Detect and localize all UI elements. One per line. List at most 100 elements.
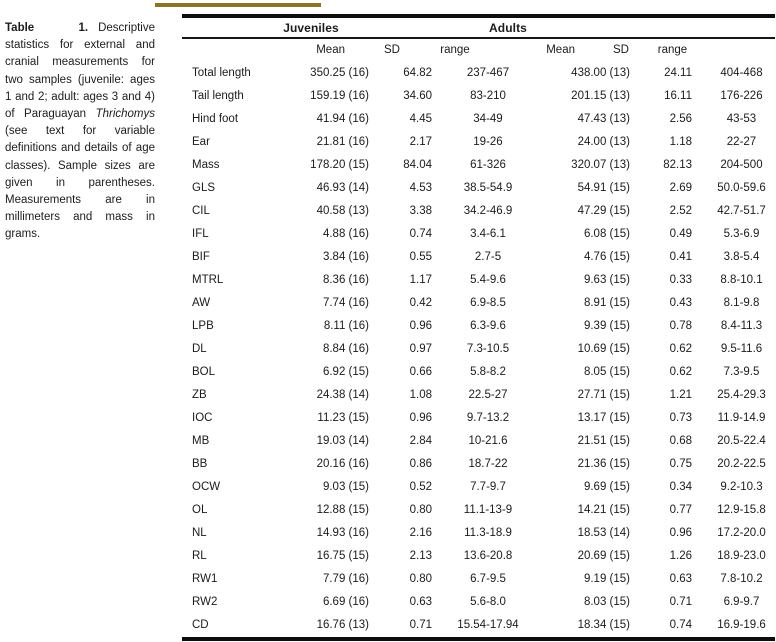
cell-juv-mean: 9.03 (15) xyxy=(322,481,369,493)
cell-adult-range: 7.3-9.5 xyxy=(723,366,760,378)
cell-juv-sd: 0.86 xyxy=(409,458,432,470)
cell-adult-range: 11.9-14.9 xyxy=(717,412,766,424)
cell-adult-mean: 10.69 (15) xyxy=(577,343,630,355)
cell-juv-mean: 8.84 (16) xyxy=(322,343,369,355)
cell-juv-sd: 4.53 xyxy=(409,182,432,194)
cell-juv-range: 7.3-10.5 xyxy=(466,343,510,355)
cell-adult-sd: 16.11 xyxy=(664,90,692,102)
table-row: Ear 21.81 (16) 2.17 19-26 24.00 (13) 1.18 22-2… xyxy=(182,131,775,154)
cell-juv-mean: 11.23 (15) xyxy=(317,412,369,424)
cell-juv-mean: 16.76 (13) xyxy=(316,619,369,631)
row-label: BOL xyxy=(192,366,216,378)
row-label: OCW xyxy=(192,481,221,493)
cell-juv-mean: 178.20 (15) xyxy=(310,159,369,171)
table-row: IFL 4.88 (16) 0.74 3.4-6.1 6.08 (15) 0.49 5.3-… xyxy=(182,223,775,246)
cell-adult-range: 17.2-20.0 xyxy=(717,527,766,539)
cell-juv-sd: 0.74 xyxy=(409,228,432,240)
cell-adult-range: 8.8-10.1 xyxy=(720,274,763,286)
cell-adult-sd: 0.33 xyxy=(669,274,692,286)
table-row: OCW 9.03 (15) 0.52 7.7-9.7 9.69 (15) 0.34 9.2-… xyxy=(182,476,775,499)
cell-adult-range: 9.2-10.3 xyxy=(720,481,763,493)
row-label: CIL xyxy=(192,205,210,217)
row-label: Mass xyxy=(192,159,220,171)
cell-juv-mean: 21.81 (16) xyxy=(316,136,369,148)
table-row: Tail length 159.19 (16) 34.60 83-210 201.15 … xyxy=(182,85,775,108)
cell-juv-mean: 14.93 (16) xyxy=(316,527,369,539)
cell-adult-sd: 0.49 xyxy=(669,228,692,240)
table-row: IOC 11.23 (15) 0.96 9.7-13.2 13.17 (15) 0.73 1… xyxy=(182,407,775,430)
cell-adult-sd: 0.34 xyxy=(669,481,692,493)
table-row: NL 14.93 (16) 2.16 11.3-18.9 18.53 (14) 0.96 1… xyxy=(182,522,775,545)
cell-adult-sd: 0.73 xyxy=(669,412,692,424)
cell-juv-range: 61-326 xyxy=(470,159,506,171)
row-label: GLS xyxy=(192,182,216,194)
cell-adult-range: 5.3-6.9 xyxy=(723,228,760,240)
cell-juv-sd: 0.66 xyxy=(409,366,432,378)
cell-juv-range: 10-21.6 xyxy=(468,435,508,447)
cell-juv-mean: 350.25 (16) xyxy=(310,67,369,79)
table-row: DL 8.84 (16) 0.97 7.3-10.5 10.69 (15) 0.62 9.5… xyxy=(182,338,775,361)
group-header-juveniles: Juveniles xyxy=(283,21,339,35)
row-label: LPB xyxy=(192,320,214,332)
cell-adult-mean: 9.69 (15) xyxy=(583,481,630,493)
subheader-juv-range: range xyxy=(440,44,470,56)
cell-adult-mean: 201.15 (13) xyxy=(571,90,630,102)
cell-adult-mean: 54.91 (15) xyxy=(577,182,630,194)
table-row: BOL 6.92 (15) 0.66 5.8-8.2 8.05 (15) 0.62 7.3-… xyxy=(182,361,775,384)
row-label: BB xyxy=(192,458,208,470)
cell-juv-sd: 0.80 xyxy=(409,504,432,516)
cell-juv-range: 6.7-9.5 xyxy=(470,573,506,585)
cell-adult-range: 8.1-9.8 xyxy=(723,297,760,309)
row-label: OL xyxy=(192,504,208,516)
row-label: ZB xyxy=(192,389,207,401)
cell-juv-sd: 1.08 xyxy=(409,389,432,401)
caption-genus-italic: Thrichomys xyxy=(95,108,155,121)
cell-adult-range: 7.8-10.2 xyxy=(720,573,763,585)
cell-juv-mean: 7.79 (16) xyxy=(322,573,369,585)
table-row: RW2 6.69 (16) 0.63 5.6-8.0 8.03 (15) 0.71 6.9-… xyxy=(182,591,775,614)
cell-juv-mean: 46.93 (14) xyxy=(316,182,369,194)
cell-adult-range: 20.2-22.5 xyxy=(717,458,766,470)
cell-adult-mean: 27.71 (15) xyxy=(577,389,630,401)
cell-juv-sd: 0.71 xyxy=(409,619,432,631)
cell-adult-mean: 4.76 (15) xyxy=(583,251,630,263)
row-label: DL xyxy=(192,343,207,355)
cell-juv-range: 5.4-9.6 xyxy=(470,274,506,286)
cell-adult-sd: 82.13 xyxy=(663,159,692,171)
table-row: MTRL 8.36 (16) 1.17 5.4-9.6 9.63 (15) 0.33 8.8… xyxy=(182,269,775,292)
cell-juv-range: 5.6-8.0 xyxy=(470,596,506,608)
cell-juv-range: 7.7-9.7 xyxy=(470,481,506,493)
cell-adult-sd: 0.63 xyxy=(669,573,692,585)
table-row: Hind foot 41.94 (16) 4.45 34-49 47.43 (13) 2.… xyxy=(182,108,775,131)
cell-juv-sd: 4.45 xyxy=(409,113,432,125)
cell-adult-range: 176-226 xyxy=(720,90,763,102)
cell-adult-mean: 18.34 (15) xyxy=(577,619,630,631)
row-label: RL xyxy=(192,550,207,562)
table-row: BIF 3.84 (16) 0.55 2.7-5 4.76 (15) 0.41 3.8-5.… xyxy=(182,246,775,269)
row-label: MTRL xyxy=(192,274,224,286)
table-row: BB 20.16 (16) 0.86 18.7-22 21.36 (15) 0.75 20.… xyxy=(182,453,775,476)
cell-juv-mean: 4.88 (16) xyxy=(322,228,369,240)
cell-adult-sd: 1.26 xyxy=(669,550,692,562)
statistics-table: Juveniles Adults Mean SD range Mean SD r… xyxy=(182,14,775,641)
cell-juv-range: 11.3-18.9 xyxy=(464,527,512,539)
cell-juv-mean: 24.38 (14) xyxy=(316,389,369,401)
subheader-adult-mean: Mean xyxy=(546,44,575,56)
cell-juv-mean: 20.16 (16) xyxy=(316,458,369,470)
row-label: RW1 xyxy=(192,573,218,585)
table-row: Total length 350.25 (16) 64.82 237-467 438.0… xyxy=(182,62,775,85)
row-label: CD xyxy=(192,619,209,631)
table-top-rule xyxy=(182,14,775,18)
cell-juv-range: 9.7-13.2 xyxy=(466,412,510,424)
table-body: Total length 350.25 (16) 64.82 237-467 438.0… xyxy=(182,62,775,637)
row-label: BIF xyxy=(192,251,210,263)
row-label: Hind foot xyxy=(192,113,239,125)
cell-juv-range: 83-210 xyxy=(470,90,506,102)
cell-juv-sd: 0.96 xyxy=(409,412,432,424)
row-label: IFL xyxy=(192,228,209,240)
cell-juv-range: 5.8-8.2 xyxy=(470,366,506,378)
table-row: CD 16.76 (13) 0.71 15.54-17.94 18.34 (15) 0.7… xyxy=(182,614,775,637)
cell-juv-sd: 0.42 xyxy=(409,297,432,309)
row-label: RW2 xyxy=(192,596,218,608)
